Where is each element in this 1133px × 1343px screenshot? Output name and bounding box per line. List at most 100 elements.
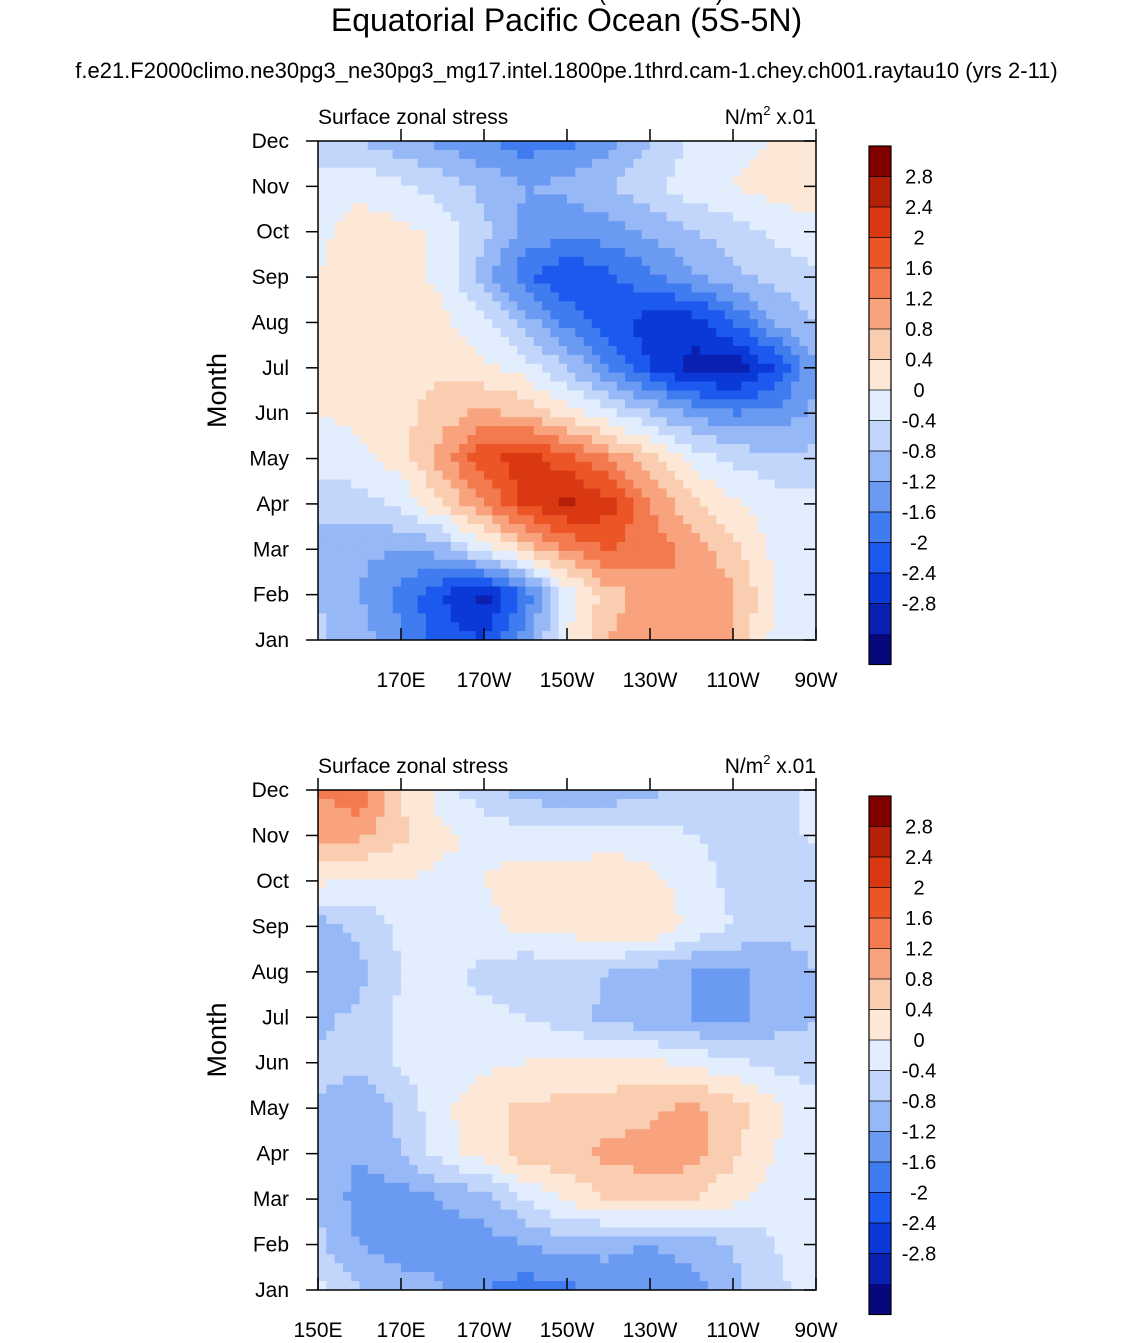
contour-cell <box>625 408 634 418</box>
contour-cell <box>791 977 800 988</box>
contour-cell <box>475 595 485 605</box>
contour-cell <box>716 426 726 436</box>
contour-cell <box>467 274 477 285</box>
contour-cell <box>650 586 659 597</box>
contour-cell <box>401 461 410 472</box>
contour-cell <box>384 328 394 338</box>
contour-cell <box>376 959 385 970</box>
contour-cell <box>658 283 668 294</box>
contour-cell <box>318 568 327 579</box>
contour-cell <box>475 816 485 827</box>
contour-cell <box>625 372 634 383</box>
contour-cell <box>434 888 444 898</box>
contour-cell <box>633 613 643 623</box>
contour-cell <box>425 941 435 952</box>
contour-cell <box>417 283 427 294</box>
contour-cell <box>782 604 792 614</box>
contour-cell <box>757 390 767 401</box>
contour-cell <box>791 879 800 889</box>
contour-cell <box>484 870 493 880</box>
contour-cell <box>724 995 734 1005</box>
contour-cell <box>608 417 618 427</box>
contour-cell <box>492 932 502 943</box>
contour-cell <box>459 968 468 979</box>
contour-cell <box>359 950 369 961</box>
contour-cell <box>567 452 576 463</box>
contour-cell <box>799 524 809 534</box>
contour-cell <box>658 203 668 213</box>
contour-cell <box>401 221 410 231</box>
contour-cell <box>691 239 701 249</box>
contour-cell <box>782 372 792 383</box>
contour-cell <box>542 167 551 178</box>
contour-cell <box>525 354 535 365</box>
contour-cell <box>791 239 800 249</box>
contour-cell <box>633 515 643 525</box>
contour-cell <box>475 363 485 374</box>
contour-cell <box>716 861 726 871</box>
contour-cell <box>492 363 502 374</box>
contour-cell <box>359 141 369 151</box>
contour-cell <box>699 631 709 640</box>
contour-cell <box>425 212 435 222</box>
contour-cell <box>774 417 784 427</box>
contour-cell <box>774 631 784 640</box>
contour-cell <box>807 488 816 499</box>
contour-cell <box>376 524 385 534</box>
contour-cell <box>392 310 402 320</box>
contour-cell <box>774 622 784 632</box>
contour-cell <box>542 977 551 988</box>
contour-cell <box>583 319 593 329</box>
contour-cell <box>484 167 493 178</box>
contour-cell <box>791 363 800 374</box>
colorbar-label: -2 <box>910 533 928 555</box>
contour-cell <box>558 363 568 374</box>
contour-cell <box>484 497 493 507</box>
contour-cell <box>616 798 626 809</box>
contour-cell <box>766 337 776 347</box>
contour-cell <box>600 595 610 605</box>
contour-cell <box>318 470 327 481</box>
contour-cell <box>591 141 601 151</box>
contour-cell <box>733 417 742 427</box>
contour-cell <box>425 167 435 178</box>
contour-cell <box>600 950 610 961</box>
contour-cell <box>782 533 792 543</box>
contour-cell <box>766 843 776 854</box>
contour-cell <box>625 915 634 925</box>
contour-cell <box>774 328 784 338</box>
contour-cell <box>409 906 419 916</box>
contour-cell <box>650 274 659 285</box>
contour-cell <box>484 479 493 490</box>
contour-cell <box>467 852 477 863</box>
contour-cell <box>525 497 535 507</box>
contour-cell <box>342 959 352 970</box>
contour-cell <box>508 798 518 809</box>
contour-cell <box>558 470 568 481</box>
contour-cell <box>359 354 369 365</box>
contour-cell <box>733 194 742 204</box>
contour-cell <box>550 443 560 454</box>
contour-cell <box>699 807 709 818</box>
contour-cell <box>342 167 352 178</box>
contour-cell <box>608 203 618 213</box>
contour-cell <box>342 604 352 614</box>
contour-cell <box>591 185 601 196</box>
contour-cell <box>733 586 742 597</box>
contour-cell <box>392 807 402 818</box>
contour-cell <box>450 149 460 160</box>
contour-cell <box>484 230 493 240</box>
contour-cell <box>782 932 792 943</box>
contour-cell <box>484 141 493 151</box>
contour-cell <box>691 408 701 418</box>
contour-cell <box>351 345 361 356</box>
contour-cell <box>417 470 427 481</box>
contour-cell <box>484 417 493 427</box>
contour-cell <box>749 506 759 516</box>
contour-cell <box>376 203 385 213</box>
contour-cell <box>708 301 717 311</box>
contour-cell <box>799 310 809 320</box>
contour-cell <box>492 568 502 579</box>
contour-cell <box>591 310 601 320</box>
contour-cell <box>508 977 518 988</box>
